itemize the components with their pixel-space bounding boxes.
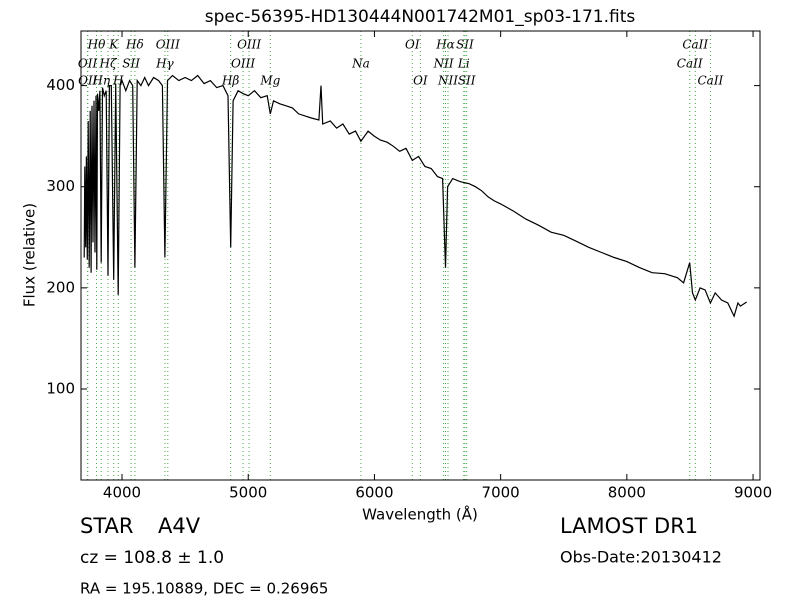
spectral-line-label: Hγ <box>155 57 174 71</box>
plot-frame <box>80 30 761 481</box>
spectral-line-label: SII <box>122 57 140 71</box>
spectral-line-label: Hα <box>435 38 455 52</box>
y-tick-label: 400 <box>46 76 75 94</box>
x-tick-label: 5000 <box>229 484 267 502</box>
spectral-line-label: OIII <box>237 38 261 52</box>
x-tick-label: 8000 <box>608 484 646 502</box>
spectral-line-label: CaII <box>697 74 723 88</box>
obs-date: Obs-Date:20130412 <box>560 548 722 567</box>
object-class: STAR <box>80 514 133 538</box>
spectral-line-label: Hδ <box>125 38 144 52</box>
spectrum-line <box>83 74 748 318</box>
x-tick-label: 4000 <box>103 484 141 502</box>
spectral-line-label: K <box>108 38 119 52</box>
coordinates: RA = 195.10889, DEC = 0.26965 <box>80 580 328 598</box>
spectral-line-label: Mg <box>259 74 280 88</box>
chart-title: spec-56395-HD130444N001742M01_sp03-171.f… <box>205 7 636 27</box>
spectral-line-label: SII <box>456 38 474 52</box>
spectral-line-label: CaII <box>677 57 703 71</box>
redshift: cz = 108.8 ± 1.0 <box>80 548 224 568</box>
spectral-line-label: OI <box>405 38 420 52</box>
spectral-line-label: OIII <box>156 38 180 52</box>
spectral-line-label: Hζ <box>99 57 118 71</box>
spectral-line-label: NII <box>433 57 454 71</box>
x-tick-label: 6000 <box>355 484 393 502</box>
spectral-line-label: CaII <box>682 38 708 52</box>
x-axis-label: Wavelength (Å) <box>362 505 478 524</box>
x-tick-label: 9000 <box>734 484 772 502</box>
spectral-line-label: OI <box>413 74 428 88</box>
y-tick-label: 200 <box>46 278 75 296</box>
y-tick-label: 100 <box>46 379 75 397</box>
spectral-line-label: Hβ <box>221 74 239 88</box>
x-tick-label: 7000 <box>482 484 520 502</box>
spectral-line-label: Hθ <box>87 38 106 52</box>
subclass: A4V <box>158 514 201 538</box>
y-axis-label: Flux (relative) <box>21 203 39 307</box>
spectral-line-label: Li <box>457 57 470 71</box>
spectral-line-label: Hη <box>91 74 110 88</box>
spectral-line-label: SII <box>458 74 476 88</box>
survey: LAMOST DR1 <box>560 514 698 538</box>
spectral-line-label: Na <box>351 57 370 71</box>
spectral-line-label: OII <box>78 74 98 88</box>
spectral-line-label: OIII <box>231 57 255 71</box>
y-tick-label: 300 <box>46 177 75 195</box>
spectral-line-label: NII <box>437 74 458 88</box>
